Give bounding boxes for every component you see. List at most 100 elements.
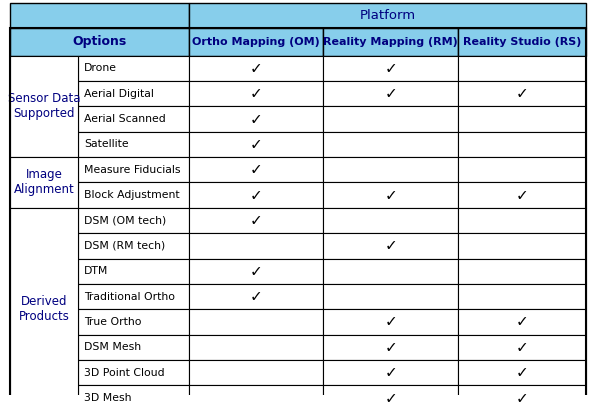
Bar — [78, 107, 189, 132]
Bar — [323, 81, 458, 107]
Text: ✓: ✓ — [249, 111, 262, 126]
Text: ✓: ✓ — [384, 390, 397, 405]
Bar — [323, 258, 458, 284]
Text: 3D Mesh: 3D Mesh — [84, 393, 131, 403]
Bar — [78, 55, 189, 81]
Text: ✓: ✓ — [249, 162, 262, 177]
Text: Reality Studio (RS): Reality Studio (RS) — [463, 37, 581, 47]
Text: Block Adjustment: Block Adjustment — [84, 190, 180, 200]
Text: ✓: ✓ — [516, 390, 528, 405]
Text: Drone: Drone — [84, 63, 117, 73]
Bar — [78, 157, 189, 183]
Text: ✓: ✓ — [516, 315, 528, 330]
Bar — [78, 81, 189, 107]
Bar — [78, 233, 189, 258]
Bar — [189, 335, 323, 360]
Bar — [189, 3, 586, 28]
Text: Options: Options — [72, 36, 126, 49]
Bar — [458, 360, 586, 386]
Bar — [323, 55, 458, 81]
Text: DTM: DTM — [84, 266, 108, 276]
Text: Satellite: Satellite — [84, 139, 129, 149]
Bar — [10, 157, 78, 208]
Bar — [78, 309, 189, 335]
Bar — [189, 284, 323, 309]
Bar — [458, 55, 586, 81]
Text: Ortho Mapping (OM): Ortho Mapping (OM) — [192, 37, 320, 47]
Bar — [189, 157, 323, 183]
Text: Measure Fiducials: Measure Fiducials — [84, 165, 180, 175]
Bar — [323, 309, 458, 335]
Text: ✓: ✓ — [249, 61, 262, 76]
Text: Aerial Scanned: Aerial Scanned — [84, 114, 166, 124]
Bar — [189, 258, 323, 284]
Bar — [323, 233, 458, 258]
Text: ✓: ✓ — [249, 264, 262, 279]
Text: ✓: ✓ — [384, 315, 397, 330]
Bar — [458, 132, 586, 157]
Bar — [458, 183, 586, 208]
Bar — [189, 107, 323, 132]
Bar — [458, 309, 586, 335]
Bar — [189, 233, 323, 258]
Bar — [189, 360, 323, 386]
Text: DSM (OM tech): DSM (OM tech) — [84, 215, 166, 226]
Text: ✓: ✓ — [384, 188, 397, 202]
Bar — [323, 107, 458, 132]
Bar — [458, 107, 586, 132]
Bar — [458, 284, 586, 309]
Bar — [323, 157, 458, 183]
Bar — [78, 208, 189, 233]
Text: ✓: ✓ — [384, 239, 397, 254]
Text: Sensor Data
Supported: Sensor Data Supported — [8, 92, 80, 120]
Bar — [323, 132, 458, 157]
Bar — [189, 55, 323, 81]
Bar — [323, 284, 458, 309]
Text: ✓: ✓ — [516, 86, 528, 101]
Text: Aerial Digital: Aerial Digital — [84, 89, 154, 99]
Bar — [323, 386, 458, 405]
Text: ✓: ✓ — [516, 340, 528, 355]
Text: True Ortho: True Ortho — [84, 317, 142, 327]
Bar — [458, 28, 586, 55]
Text: DSM (RM tech): DSM (RM tech) — [84, 241, 165, 251]
Text: ✓: ✓ — [249, 137, 262, 152]
Bar — [189, 208, 323, 233]
Bar — [10, 55, 78, 157]
Bar — [78, 132, 189, 157]
Text: ✓: ✓ — [384, 365, 397, 380]
Bar — [78, 386, 189, 405]
Text: Image
Alignment: Image Alignment — [14, 168, 74, 196]
Bar — [323, 28, 458, 55]
Text: ✓: ✓ — [516, 365, 528, 380]
Bar — [323, 183, 458, 208]
Bar — [458, 258, 586, 284]
Bar — [458, 157, 586, 183]
Bar — [10, 3, 189, 28]
Text: ✓: ✓ — [384, 86, 397, 101]
Bar — [458, 233, 586, 258]
Text: ✓: ✓ — [249, 188, 262, 202]
Bar — [458, 81, 586, 107]
Text: ✓: ✓ — [249, 289, 262, 304]
Text: Derived
Products: Derived Products — [18, 295, 70, 323]
Text: Platform: Platform — [359, 9, 415, 22]
Bar — [78, 258, 189, 284]
Text: ✓: ✓ — [384, 340, 397, 355]
Text: ✓: ✓ — [516, 188, 528, 202]
Bar — [323, 360, 458, 386]
Text: DSM Mesh: DSM Mesh — [84, 342, 141, 352]
Text: ✓: ✓ — [249, 86, 262, 101]
Bar — [189, 183, 323, 208]
Bar — [189, 132, 323, 157]
Text: Reality Mapping (RM): Reality Mapping (RM) — [324, 37, 458, 47]
Bar — [78, 183, 189, 208]
Bar — [458, 386, 586, 405]
Bar — [323, 335, 458, 360]
Bar — [189, 309, 323, 335]
Text: ✓: ✓ — [384, 61, 397, 76]
Bar — [189, 28, 323, 55]
Bar — [78, 335, 189, 360]
Bar — [78, 284, 189, 309]
Bar — [189, 81, 323, 107]
